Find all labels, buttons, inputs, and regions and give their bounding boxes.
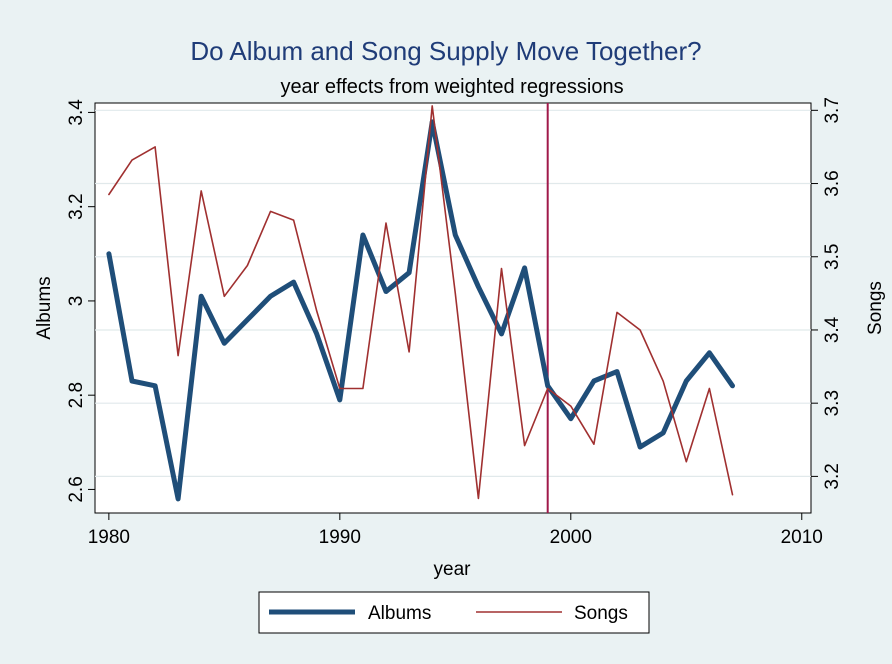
x-tick-label: 2010 [781, 527, 823, 548]
y-left-tick-label: 2.6 [66, 476, 87, 502]
y-right-tick-label: 3.4 [822, 316, 843, 343]
y-axis-right-label: Songs [865, 281, 886, 335]
axes: 1980 1990 2000 2010 2.6 2.8 3 3.2 3.4 3.2 3.3 3.4 3.… [66, 97, 843, 548]
y-left-tick-label: 3 [66, 296, 87, 307]
x-tick-label: 1980 [88, 527, 130, 548]
legend: Albums Songs [258, 591, 650, 634]
chart-title: Do Album and Song Supply Move Together? [190, 36, 701, 66]
legend-label-albums: Albums [368, 603, 431, 624]
y-right-tick-label: 3.6 [822, 170, 843, 196]
legend-label-songs: Songs [574, 603, 628, 624]
x-tick-label: 1990 [319, 527, 361, 548]
y-right-tick-label: 3.2 [822, 463, 843, 489]
y-right-tick-label: 3.3 [822, 390, 843, 416]
series-line-albums [106, 119, 735, 502]
y-left-tick-label: 2.8 [66, 382, 87, 408]
plot-area [94, 102, 812, 514]
y-left-tick-label: 3.2 [66, 193, 87, 219]
gridlines [95, 109, 811, 477]
x-axis-label: year [434, 559, 472, 580]
y-right-tick-label: 3.7 [822, 97, 843, 123]
series-line-songs [108, 105, 734, 500]
y-right-tick-label: 3.5 [822, 244, 843, 270]
y-left-tick-label: 3.4 [66, 99, 87, 126]
series-lines [106, 105, 735, 502]
y-axis-left-label: Albums [34, 276, 55, 339]
chart-subtitle: year effects from weighted regressions [280, 76, 623, 98]
x-tick-label: 2000 [550, 527, 592, 548]
